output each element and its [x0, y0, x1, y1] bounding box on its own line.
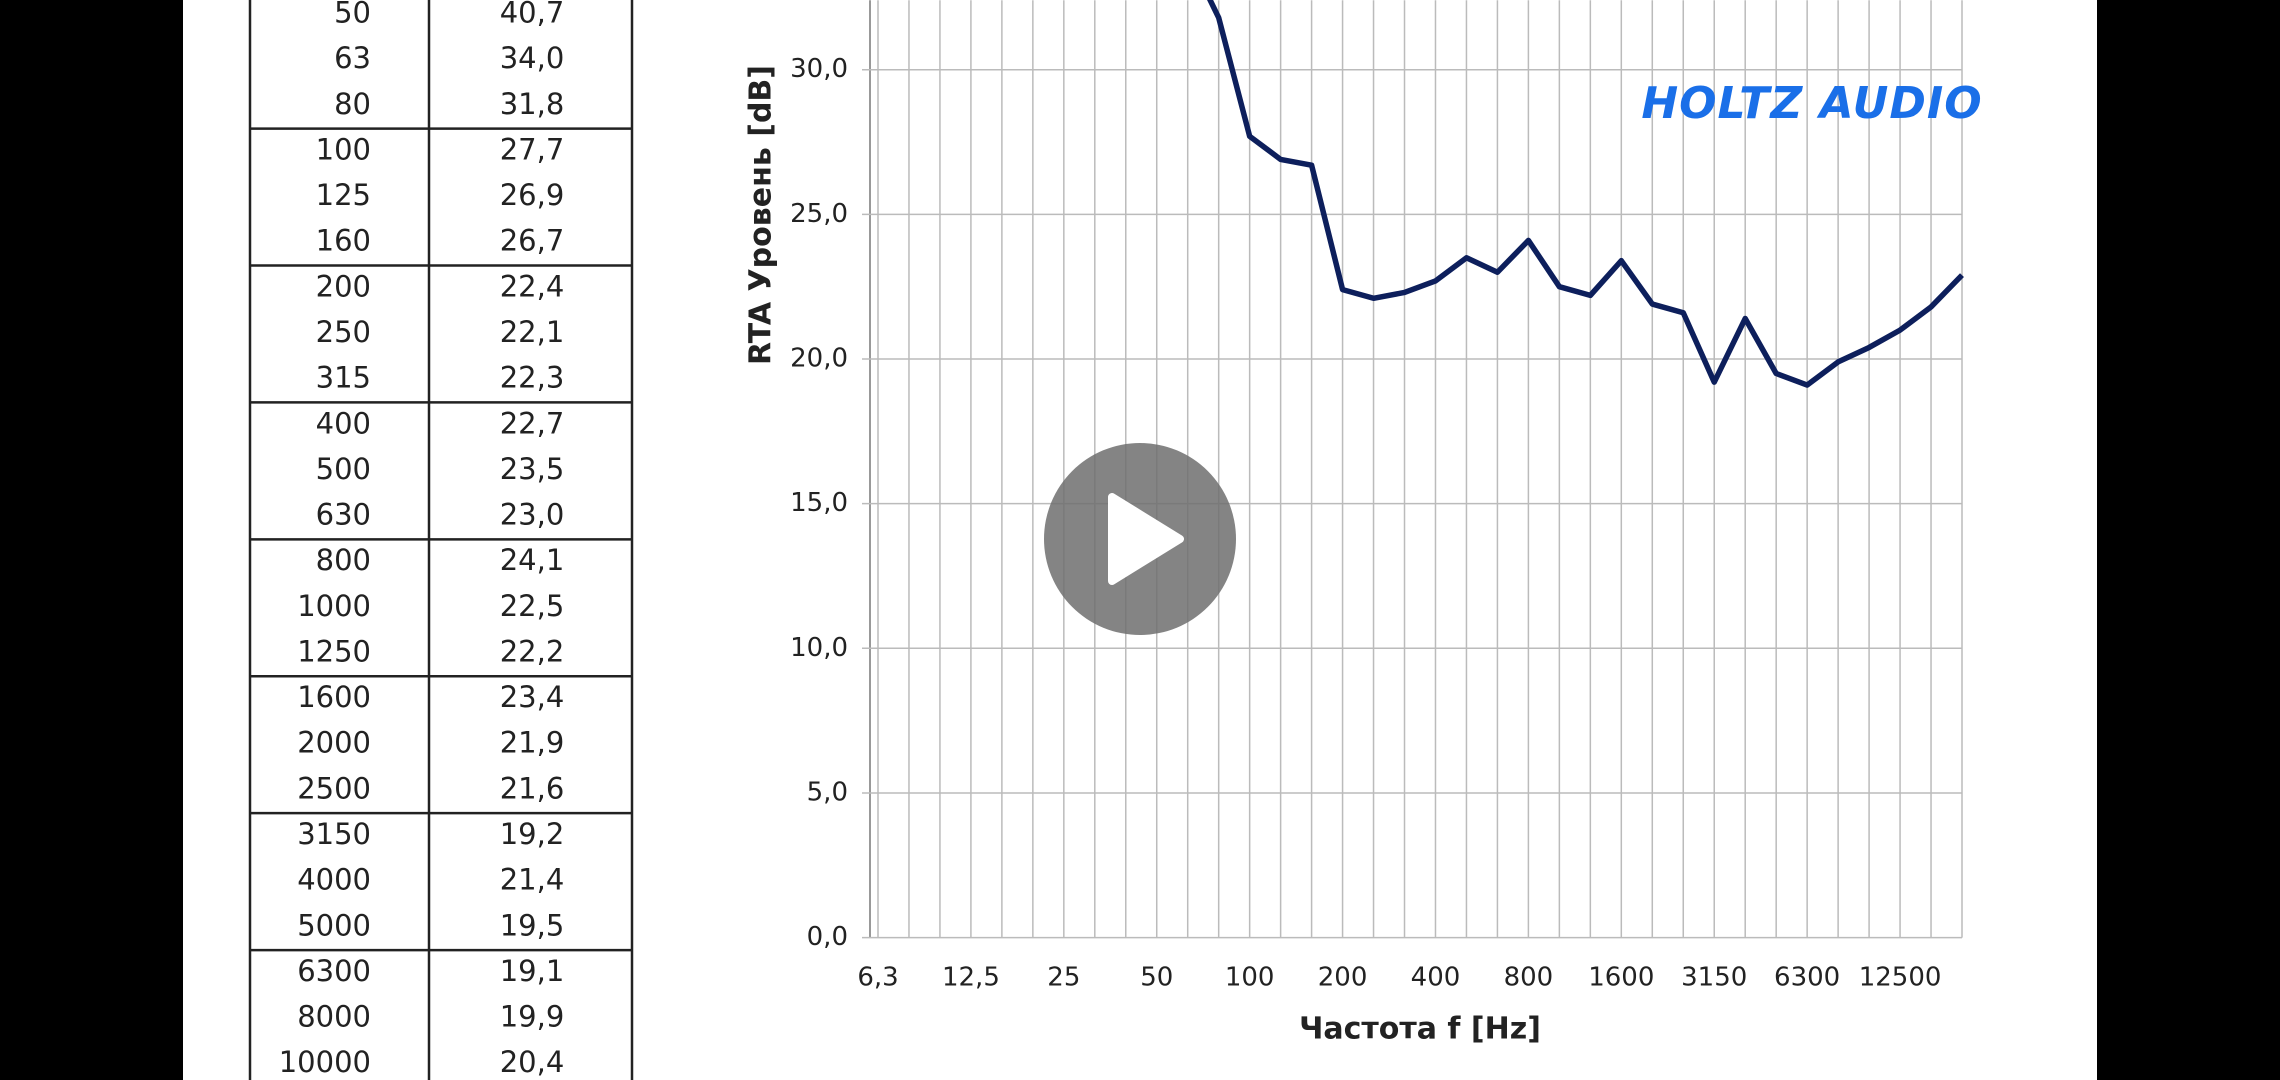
table-cell: 19,5: [500, 908, 565, 942]
x-tick-label: 100: [1225, 963, 1275, 993]
table-cell: 31,8: [500, 87, 565, 121]
y-tick-label: 25,0: [790, 199, 848, 229]
table-cell: 20,4: [500, 1045, 565, 1079]
x-axis-label: Частота f [Hz]: [1299, 1012, 1541, 1047]
y-axis-label: RTA Уровень [dB]: [744, 65, 779, 365]
logo: HOLTZ AUDIO: [1641, 78, 1982, 129]
table-cell: 26,9: [500, 178, 565, 212]
table-cell: 22,4: [500, 269, 565, 303]
table-cell: 22,2: [500, 634, 565, 668]
table-cell: 26,7: [500, 224, 565, 258]
table-cell: 160: [316, 224, 371, 258]
table-cell: 80: [334, 87, 371, 121]
table-cell: 1250: [297, 634, 371, 668]
y-tick-label: 30,0: [790, 54, 848, 84]
x-tick-label: 6,3: [857, 963, 898, 993]
table-cell: 500: [316, 452, 371, 486]
x-tick-label: 12,5: [942, 963, 1000, 993]
table-cell: 1000: [297, 589, 371, 623]
table: 50 40,7 63 34,0 80 31,8 100 27,7 125 26,9 160 26,7 2…: [248, 0, 634, 1080]
table-cell: 22,3: [500, 361, 565, 395]
play-icon[interactable]: [1108, 493, 1184, 585]
table-cell: 21,4: [500, 863, 565, 897]
y-tick-label: 10,0: [790, 633, 848, 663]
table-cell: 19,1: [500, 954, 565, 988]
y-tick-label: 20,0: [790, 344, 848, 374]
table-cell: 8000: [297, 1000, 371, 1034]
x-tick-label: 200: [1318, 963, 1368, 993]
table-cell: 23,0: [500, 498, 565, 532]
table-cell: 23,4: [500, 680, 565, 714]
table-cell: 5000: [297, 908, 371, 942]
table-cell: 23,5: [500, 452, 565, 486]
table-cell: 100: [316, 132, 371, 166]
plot-grid: 6,3 12,5 25 50 100 200 400 800 1600 3150 6300 12500…: [790, 0, 1963, 993]
y-tick-label: 5,0: [807, 777, 848, 807]
x-tick-label: 800: [1504, 963, 1554, 993]
table-cell: 2000: [297, 726, 371, 760]
table-cell: 125: [316, 178, 371, 212]
table-cell: 19,9: [500, 1000, 565, 1034]
table-cell: 24,1: [500, 543, 565, 577]
x-tick-label: 400: [1411, 963, 1461, 993]
x-tick-label: 50: [1140, 963, 1173, 993]
table-cell: 630: [316, 498, 371, 532]
table-cell: 22,7: [500, 406, 565, 440]
table-cell: 34,0: [500, 41, 565, 75]
x-tick-label: 25: [1047, 963, 1080, 993]
table-cell: 21,6: [500, 771, 565, 805]
table-cell: 400: [316, 406, 371, 440]
table-cell: 800: [316, 543, 371, 577]
table-cell: 50: [334, 0, 371, 30]
table-cell: 22,5: [500, 589, 565, 623]
series-line: [1207, 0, 1964, 388]
y-tick-label: 0,0: [807, 922, 848, 952]
table-cell: 2500: [297, 771, 371, 805]
table-cell: 3150: [297, 817, 371, 851]
table-cell: 6300: [297, 954, 371, 988]
x-tick-label: 1600: [1588, 963, 1654, 993]
table-cell: 40,7: [500, 0, 565, 30]
table-cell: 27,7: [500, 132, 565, 166]
y-tick-label: 15,0: [790, 488, 848, 518]
table-cell: 4000: [297, 863, 371, 897]
x-tick-label: 12500: [1859, 963, 1942, 993]
table-cell: 200: [316, 269, 371, 303]
table-cell: 1600: [297, 680, 371, 714]
table-cell: 63: [334, 41, 371, 75]
x-tick-label: 6300: [1774, 963, 1840, 993]
table-cell: 315: [316, 361, 371, 395]
x-tick-label: 3150: [1681, 963, 1747, 993]
table-cell: 19,2: [500, 817, 565, 851]
table-cell: 10000: [279, 1045, 371, 1079]
table-cell: 22,1: [500, 315, 565, 349]
plot: [1207, 0, 1964, 388]
play-button[interactable]: [1044, 443, 1236, 635]
table-cell: 21,9: [500, 726, 565, 760]
table-cell: 250: [316, 315, 371, 349]
